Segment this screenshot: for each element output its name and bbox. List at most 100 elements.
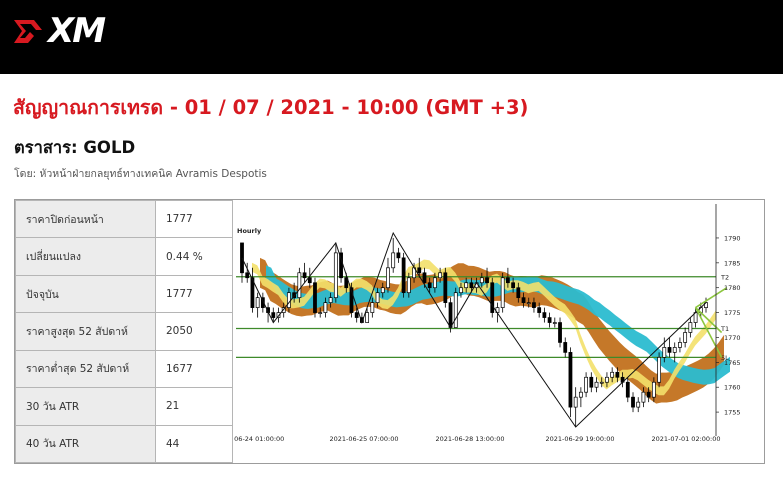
- candle-body: [542, 312, 547, 318]
- candle-body: [323, 302, 328, 313]
- candle-body: [678, 342, 682, 348]
- candle-body: [672, 347, 677, 353]
- candle-body: [599, 381, 604, 384]
- candle-body: [281, 307, 286, 313]
- candle-body: [459, 287, 463, 294]
- projection-arrow: [694, 307, 723, 358]
- candle-body: [349, 287, 354, 313]
- candle-body: [380, 287, 385, 294]
- price-chart: T2 T1 SL 1790 1785 1780 1775 1770 1765 1760 1755 1-…: [234, 200, 764, 463]
- candle-body: [605, 376, 609, 383]
- level-label-sl: SL: [721, 354, 729, 362]
- candle-body: [464, 282, 469, 289]
- candle-body: [589, 376, 594, 388]
- stat-label: 40 วัน ATR: [15, 424, 156, 464]
- candle-body: [552, 322, 557, 324]
- candle-body: [396, 252, 401, 259]
- candle-body: [500, 277, 505, 308]
- stats-row: 30 วัน ATR 21: [15, 387, 233, 426]
- band-cyan: [266, 265, 730, 385]
- candle-body: [255, 297, 260, 308]
- stat-value: 1777: [155, 274, 233, 314]
- candle-body: [448, 302, 453, 328]
- stats-row: ราคาสูงสุด 52 สัปดาห์ 2050: [15, 312, 233, 351]
- candle-body: [406, 277, 411, 294]
- candle-body: [516, 287, 521, 299]
- candle-body: [558, 322, 562, 343]
- y-tick-label: 1765: [724, 359, 741, 367]
- candle-body: [250, 277, 255, 308]
- stat-label: ราคาสูงสุด 52 สัปดาห์: [15, 312, 156, 351]
- candle-body: [594, 381, 599, 388]
- stats-row: ปัจจุบัน 1777: [15, 274, 233, 314]
- candle-body: [375, 292, 380, 303]
- y-tick-label: 1770: [724, 334, 741, 342]
- level-label-t2: T2: [720, 273, 729, 281]
- candle-body: [662, 347, 667, 358]
- candle-body: [433, 277, 437, 289]
- stat-value: 44: [155, 424, 233, 464]
- stat-value: 1677: [155, 349, 233, 389]
- candle-body: [307, 277, 312, 284]
- candle-body: [333, 252, 338, 299]
- y-tick-label: 1785: [724, 259, 741, 267]
- candle-body: [287, 292, 291, 308]
- x-tick-label: 2021-07-01 02:00:00: [651, 435, 720, 443]
- candle-body: [438, 272, 443, 279]
- y-tick-label: 1755: [724, 409, 741, 417]
- candle-body: [276, 312, 281, 318]
- x-tick-label: 1-06-24 01:00:00: [234, 435, 284, 443]
- candle-body: [313, 282, 317, 313]
- candle-body: [563, 342, 568, 353]
- candle-body: [391, 252, 396, 269]
- candle-body: [443, 272, 448, 303]
- x-tick-label: 2021-06-25 07:00:00: [329, 435, 398, 443]
- stats-row: เปลี่ยนแปลง 0.44 %: [15, 237, 233, 276]
- candle-body: [537, 307, 542, 313]
- candle-body: [511, 282, 515, 289]
- stat-label: เปลี่ยนแปลง: [15, 237, 156, 276]
- stat-value: 2050: [155, 312, 233, 351]
- candle-body: [573, 396, 578, 408]
- stats-row: 40 วัน ATR 44: [15, 424, 233, 464]
- top-bar: XM: [0, 0, 783, 74]
- timeframe-label: Hourly: [237, 227, 262, 235]
- candle-body: [365, 312, 370, 323]
- candle-body: [328, 297, 333, 303]
- candle-body: [297, 272, 302, 299]
- level-label-t1: T1: [720, 325, 729, 333]
- instrument-label: ตราสาร: GOLD: [14, 138, 136, 157]
- stat-label: ราคาปิดก่อนหน้า: [15, 199, 156, 239]
- candle-body: [354, 312, 359, 318]
- candle-body: [386, 267, 390, 289]
- stat-label: 30 วัน ATR: [15, 387, 156, 426]
- zigzag-line: [241, 231, 707, 428]
- candle-body: [318, 312, 323, 314]
- candle-body: [578, 391, 583, 398]
- candle-body: [532, 302, 536, 308]
- candle-body: [631, 396, 635, 408]
- candle-body: [479, 277, 484, 284]
- candle-body: [505, 277, 510, 284]
- stats-row: ราคาต่ำสุด 52 สัปดาห์ 1677: [15, 349, 233, 389]
- candle-body: [339, 252, 343, 279]
- stat-value: 1777: [155, 199, 233, 239]
- candle-body: [547, 317, 552, 323]
- candle-body: [453, 292, 458, 328]
- stat-value: 21: [155, 387, 233, 426]
- x-tick-label: 2021-06-28 13:00:00: [435, 435, 504, 443]
- chart-svg: T2 T1 SL 1790 1785 1780 1775 1770 1765 1760 1755 1-…: [234, 204, 741, 443]
- candle-body: [245, 272, 250, 279]
- y-tick-label: 1780: [724, 284, 741, 292]
- band-yellow: [252, 259, 716, 396]
- candle-body: [667, 347, 672, 353]
- y-tick-label: 1790: [724, 234, 741, 242]
- candle-body: [271, 312, 276, 318]
- y-tick-label: 1760: [724, 384, 741, 392]
- xm-logo[interactable]: XM: [12, 14, 106, 48]
- candle-body: [427, 282, 432, 289]
- stat-label: ปัจจุบัน: [15, 274, 156, 314]
- candle-body: [584, 376, 588, 393]
- candle-body: [615, 371, 620, 378]
- candle-body: [568, 352, 573, 408]
